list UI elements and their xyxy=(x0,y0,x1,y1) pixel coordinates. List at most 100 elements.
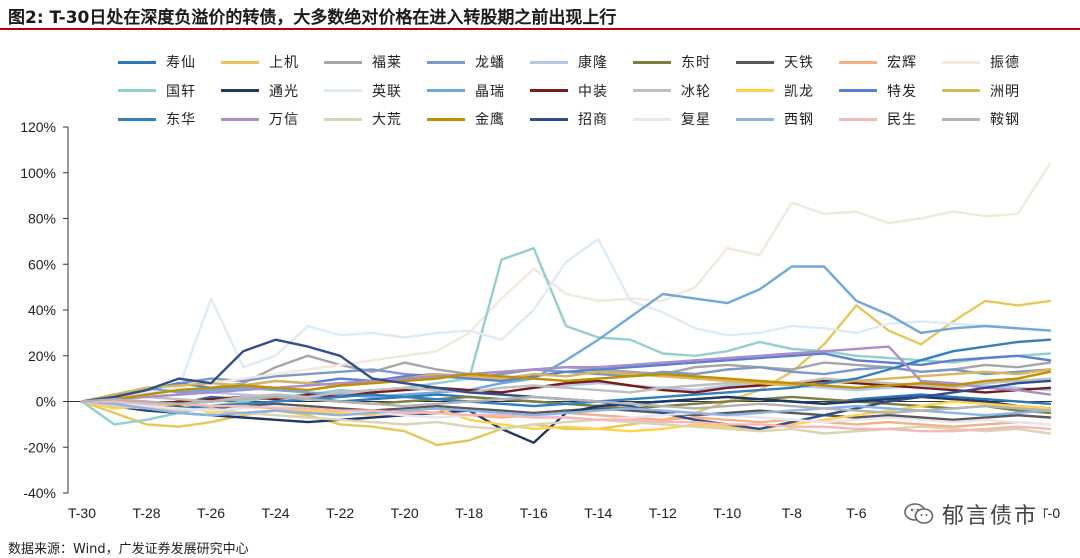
x-tick-label: T-22 xyxy=(326,505,354,521)
title-divider xyxy=(0,28,1080,30)
wechat-icon xyxy=(904,503,934,524)
legend-label: 民生 xyxy=(887,112,917,128)
x-tick-label: T-30 xyxy=(68,505,96,521)
y-tick-label: 40% xyxy=(28,302,56,318)
legend-item: 万信 xyxy=(221,109,299,129)
legend-swatch xyxy=(633,89,671,92)
series-line-冰轮 xyxy=(80,377,1052,403)
y-tick-label: 0% xyxy=(36,394,56,410)
legend-label: 东时 xyxy=(681,55,711,71)
x-tick-label: T-18 xyxy=(455,505,483,521)
legend-item: 晶瑞 xyxy=(427,81,505,101)
series-line-振德 xyxy=(80,162,1052,403)
legend-label: 福莱 xyxy=(372,55,402,71)
legend-label: 晶瑞 xyxy=(475,83,505,100)
y-tick-label: 120% xyxy=(20,119,56,135)
x-tick-label: T-16 xyxy=(520,505,548,521)
legend-label: 国轩 xyxy=(166,83,196,100)
legend-item: 振德 xyxy=(942,52,1020,72)
legend-item: 龙蟠 xyxy=(427,52,505,72)
legend-item: 康隆 xyxy=(530,52,608,72)
legend-label: 金鹰 xyxy=(475,112,505,128)
series-line-康隆 xyxy=(80,382,1052,403)
legend-label: 鞍钢 xyxy=(990,112,1020,128)
legend-label: 复星 xyxy=(681,112,711,128)
watermark-text: 郁言债市 xyxy=(942,504,1039,529)
series-line-国轩 xyxy=(80,246,1052,426)
title-bar: 图2: T-30日处在深度负溢价的转债，大多数绝对价格在进入转股期之前出现上行 xyxy=(0,0,1080,28)
legend-label: 宏辉 xyxy=(887,55,917,71)
legend-item: 特发 xyxy=(839,81,917,101)
legend-label: 通光 xyxy=(269,83,299,100)
legend-label: 上机 xyxy=(269,55,299,71)
legend-label: 天铁 xyxy=(784,55,814,71)
legend-item: 民生 xyxy=(839,109,917,129)
y-tick-label: -40% xyxy=(23,485,56,501)
legend-label: 英联 xyxy=(372,83,402,100)
legend-swatch xyxy=(736,117,774,121)
series-line-万信 xyxy=(80,345,1052,403)
legend-label: 洲明 xyxy=(990,83,1020,100)
legend-swatch xyxy=(221,117,259,121)
legend-item: 招商 xyxy=(530,109,608,129)
legend-swatch xyxy=(736,60,774,64)
legend-swatch xyxy=(942,117,980,121)
legend-swatch xyxy=(221,89,259,92)
series-line-金鹰 xyxy=(80,370,1052,403)
legend-item: 复星 xyxy=(633,109,711,129)
series-line-晶瑞 xyxy=(80,265,1052,403)
legend-item: 通光 xyxy=(221,81,299,101)
legend-item: 福莱 xyxy=(324,52,402,72)
legend-label: 大荒 xyxy=(372,112,402,128)
legend-swatch xyxy=(530,117,568,121)
source-note: 数据来源：Wind，广发证券发展研究中心 xyxy=(8,542,249,557)
legend-item: 东时 xyxy=(633,52,711,72)
x-tick-label: T-28 xyxy=(133,505,161,521)
series-line-民生 xyxy=(80,400,1052,433)
legend-swatch xyxy=(427,117,465,121)
series-line-东华 xyxy=(80,338,1052,410)
legend-item: 国轩 xyxy=(118,81,196,101)
legend-swatch xyxy=(942,89,980,92)
legend-swatch xyxy=(324,117,362,121)
legend-label: 凯龙 xyxy=(784,83,814,100)
legend-item: 宏辉 xyxy=(839,52,917,72)
x-tick-label: T-8 xyxy=(782,505,802,521)
legend-swatch xyxy=(839,117,877,121)
legend-item: 鞍钢 xyxy=(942,109,1020,129)
legend-swatch xyxy=(427,60,465,64)
legend-label: 招商 xyxy=(578,112,608,128)
legend-item: 西钢 xyxy=(736,109,814,129)
x-tick-label: T-14 xyxy=(584,505,612,521)
legend-label: 龙蟠 xyxy=(475,55,505,71)
y-tick-label: 20% xyxy=(28,348,56,364)
series-line-英联 xyxy=(80,237,1052,403)
y-tick-label: 60% xyxy=(28,256,56,272)
legend-label: 振德 xyxy=(990,55,1020,71)
series-line-西钢 xyxy=(80,400,1052,417)
legend-swatch xyxy=(427,89,465,92)
x-tick-label: T-6 xyxy=(846,505,866,521)
x-tick-label: T-24 xyxy=(262,505,290,521)
legend-item: 大荒 xyxy=(324,109,402,129)
legend-swatch xyxy=(942,60,980,64)
legend-label: 西钢 xyxy=(784,112,814,128)
x-tick-label: T-0 xyxy=(1040,505,1060,521)
legend-swatch xyxy=(633,60,671,64)
legend-label: 冰轮 xyxy=(681,83,711,100)
y-tick-label: 80% xyxy=(28,211,56,227)
legend-label: 寿仙 xyxy=(166,55,196,71)
legend-item: 寿仙 xyxy=(118,52,196,72)
legend-swatch xyxy=(839,60,877,64)
legend-item: 英联 xyxy=(324,81,402,101)
legend-swatch xyxy=(118,89,156,92)
legend-swatch xyxy=(118,60,156,64)
legend-label: 康隆 xyxy=(578,55,608,71)
watermark: 郁言债市 xyxy=(898,497,1045,531)
x-tick-label: T-26 xyxy=(197,505,225,521)
y-tick-label: 100% xyxy=(20,165,56,181)
legend-label: 万信 xyxy=(269,112,299,128)
legend-label: 东华 xyxy=(166,112,196,128)
legend-item: 冰轮 xyxy=(633,81,711,101)
